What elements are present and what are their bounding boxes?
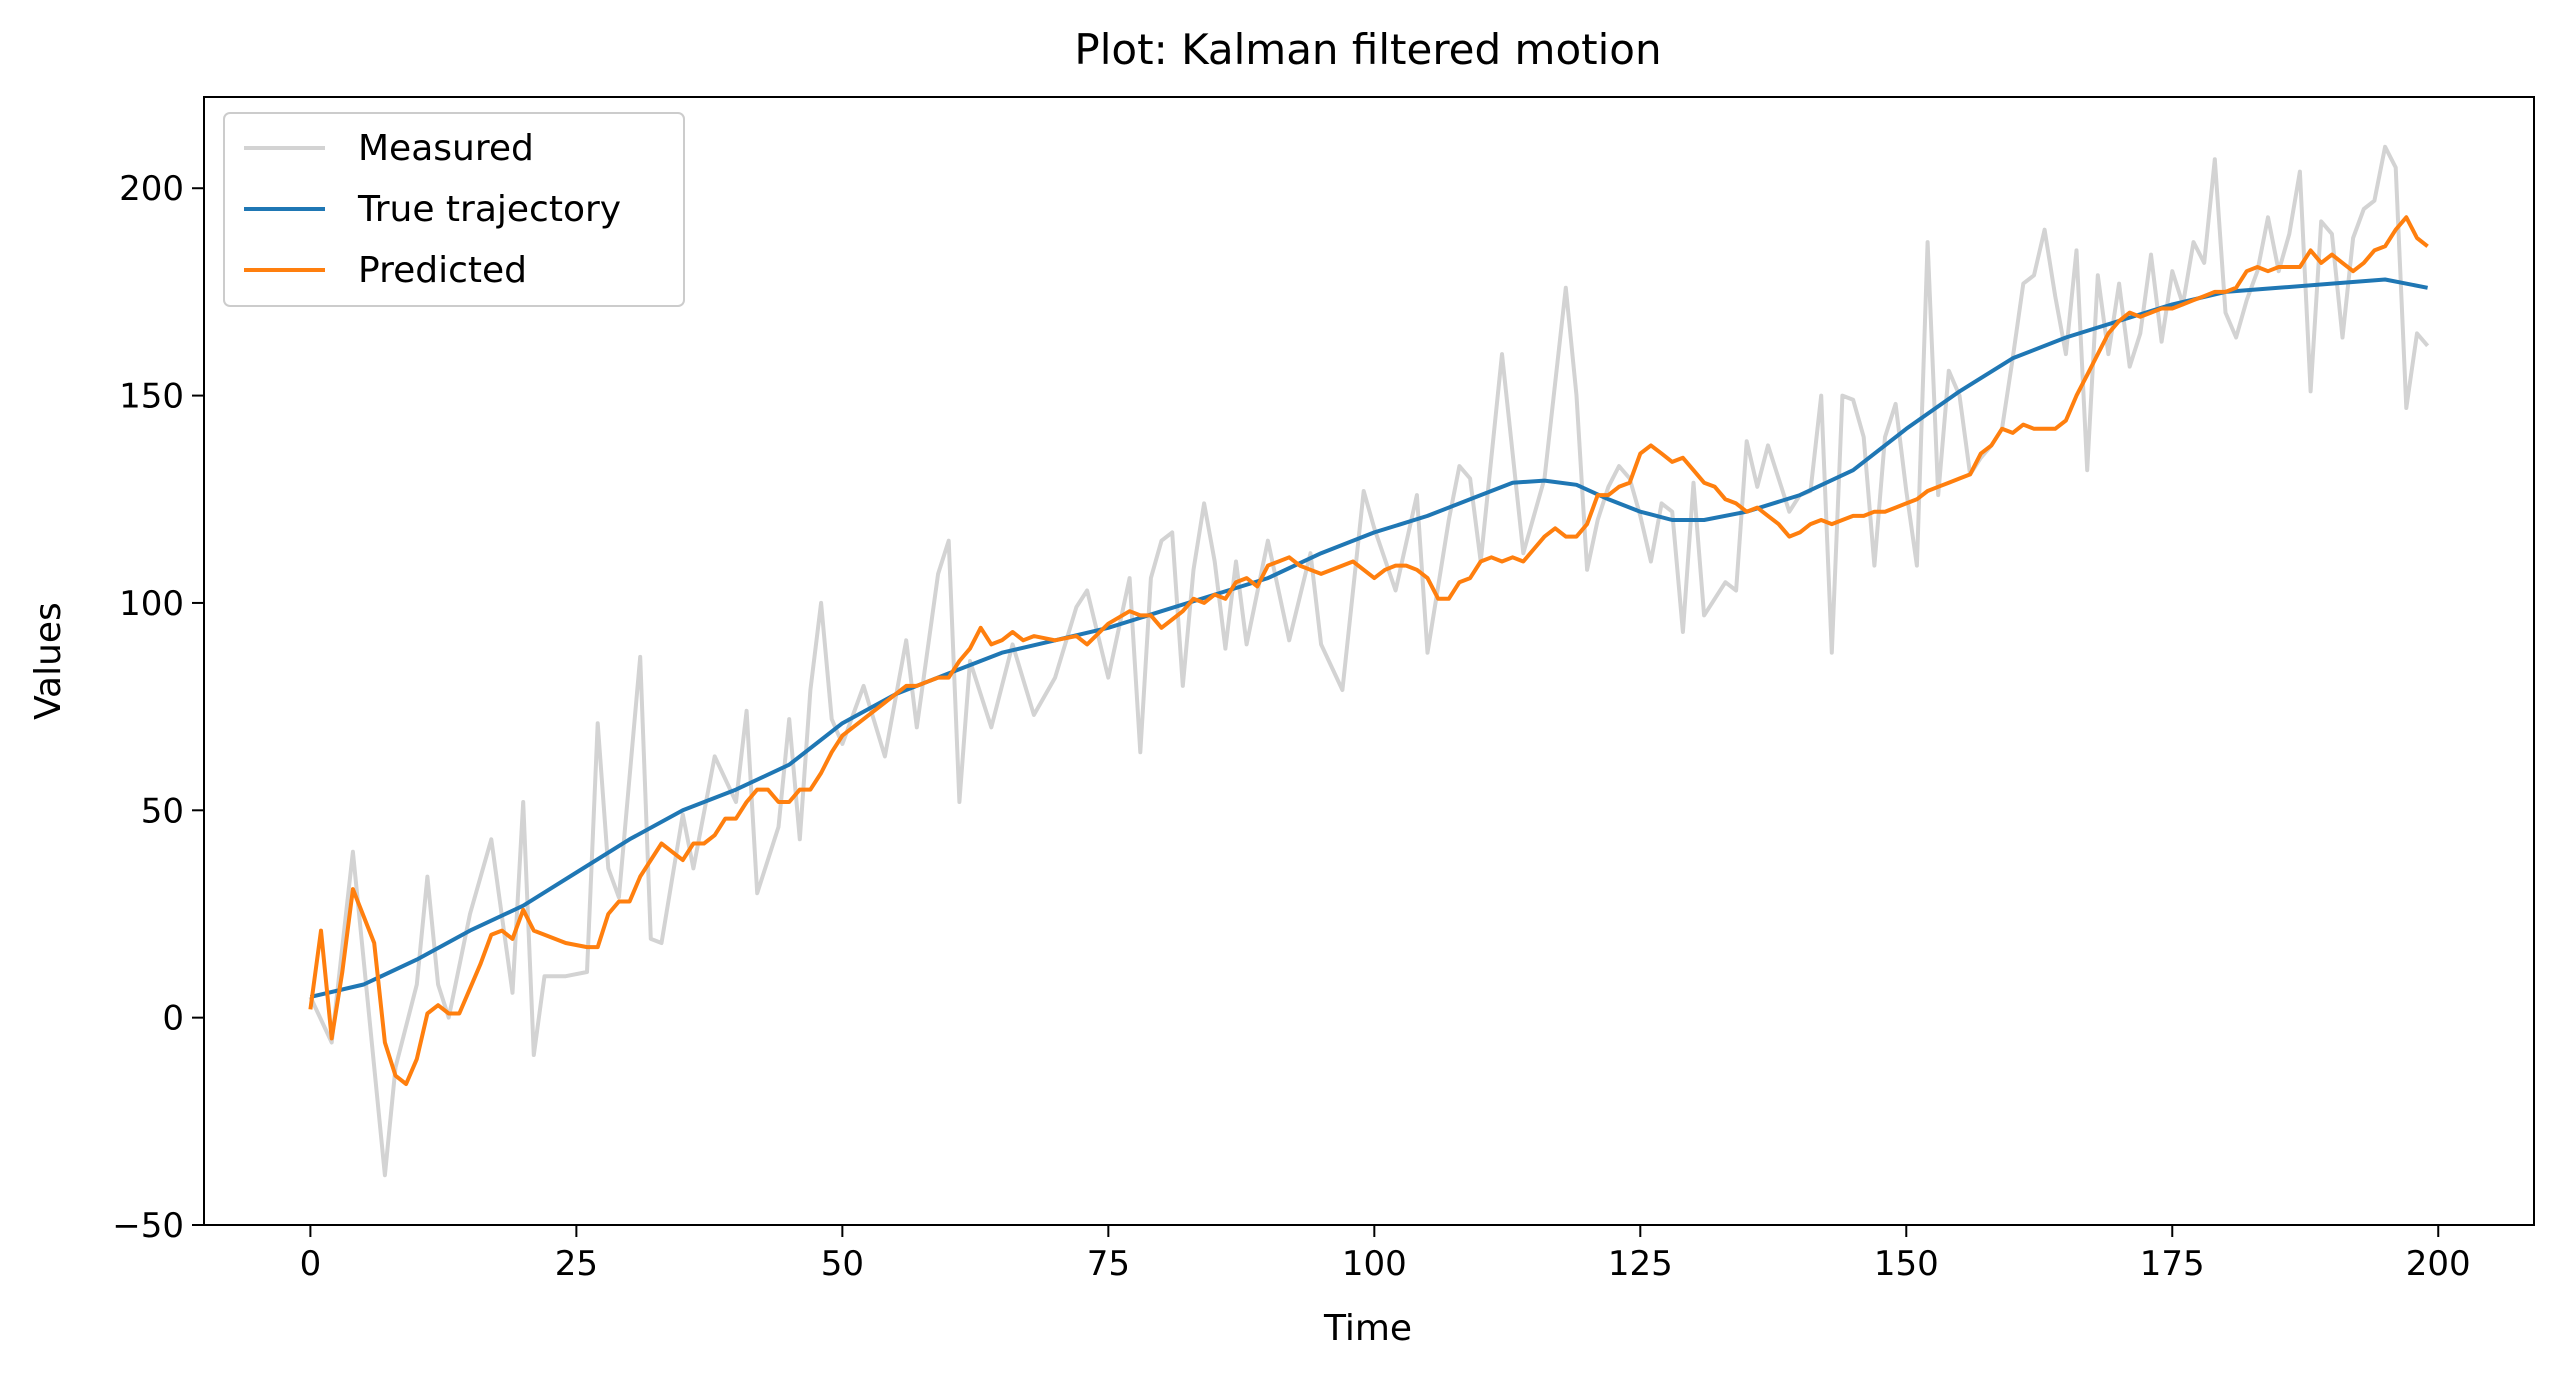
legend-label-true-trajectory: True trajectory [357,189,621,230]
series-layer [308,144,2430,1178]
series-line-true-trajectory [309,277,2428,999]
series-line-measured [308,144,2430,1178]
x-tick-label: 100 [1342,1244,1407,1284]
x-axis: 0 25 50 75 100 125 150 175 200 [300,1225,2471,1284]
y-axis: −50 0 50 100 150 200 [112,169,204,1246]
y-tick-label: 50 [141,791,184,831]
x-tick-label: 75 [1087,1244,1130,1284]
y-axis-label: Values [28,602,69,720]
y-tick-label: −50 [112,1206,184,1246]
x-tick-label: 150 [1874,1244,1939,1284]
legend-label-measured: Measured [358,128,534,169]
y-tick-label: 150 [119,377,184,417]
y-tick-label: 100 [119,584,184,624]
legend-label-predicted: Predicted [358,250,527,291]
y-tick-label: 200 [119,169,184,209]
x-axis-label: Time [1323,1308,1412,1349]
legend-frame [223,112,685,307]
series-line-predicted [308,215,2429,1086]
legend: Measured True trajectory Predicted [223,112,685,307]
x-tick-label: 175 [2140,1244,2205,1284]
x-tick-label: 125 [1608,1244,1673,1284]
y-tick-label: 0 [162,999,184,1039]
plot-area-frame [203,96,2535,1226]
x-tick-label: 0 [300,1244,322,1284]
x-tick-label: 200 [2406,1244,2471,1284]
chart-title: Plot: Kalman filtered motion [1074,25,1661,74]
x-tick-label: 25 [555,1244,598,1284]
x-tick-label: 50 [821,1244,864,1284]
